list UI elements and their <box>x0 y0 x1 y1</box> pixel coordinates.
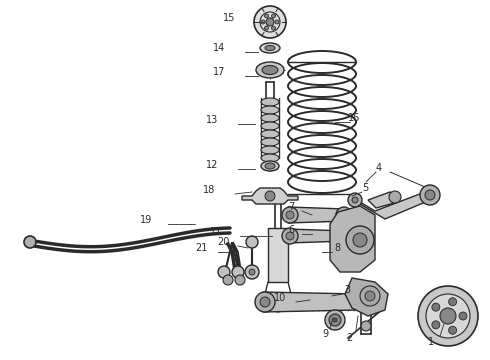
Circle shape <box>218 266 230 278</box>
Text: 9: 9 <box>322 329 328 339</box>
Polygon shape <box>242 188 298 204</box>
Ellipse shape <box>265 163 275 169</box>
Circle shape <box>340 211 348 219</box>
Ellipse shape <box>261 114 279 122</box>
Text: 7: 7 <box>288 202 294 212</box>
Circle shape <box>271 26 275 30</box>
Circle shape <box>266 18 274 26</box>
Circle shape <box>352 293 370 311</box>
Circle shape <box>440 308 456 324</box>
Text: 11: 11 <box>210 227 222 237</box>
Polygon shape <box>268 228 288 282</box>
Circle shape <box>329 314 341 326</box>
Text: 13: 13 <box>206 115 218 125</box>
Circle shape <box>348 193 362 207</box>
Circle shape <box>265 191 275 201</box>
Text: 6: 6 <box>288 225 294 235</box>
Circle shape <box>254 6 286 38</box>
Circle shape <box>365 291 375 301</box>
Circle shape <box>418 286 478 346</box>
Text: 15: 15 <box>222 13 235 23</box>
Polygon shape <box>350 192 435 219</box>
Circle shape <box>389 191 401 203</box>
Ellipse shape <box>262 66 278 75</box>
Circle shape <box>336 228 352 244</box>
Circle shape <box>346 226 374 254</box>
Ellipse shape <box>261 146 279 154</box>
Ellipse shape <box>261 98 279 106</box>
Circle shape <box>360 286 380 306</box>
Circle shape <box>449 326 457 334</box>
Ellipse shape <box>261 138 279 146</box>
Ellipse shape <box>265 45 275 50</box>
Circle shape <box>255 292 275 312</box>
Circle shape <box>325 310 345 330</box>
Text: 17: 17 <box>213 67 225 77</box>
Polygon shape <box>263 292 363 312</box>
Circle shape <box>275 20 279 24</box>
Polygon shape <box>368 192 400 208</box>
Circle shape <box>274 300 282 308</box>
Text: 10: 10 <box>274 293 286 303</box>
Circle shape <box>336 207 352 223</box>
Circle shape <box>353 233 367 247</box>
Circle shape <box>260 297 270 307</box>
Circle shape <box>432 303 440 311</box>
Polygon shape <box>340 244 364 260</box>
Text: 21: 21 <box>196 243 208 253</box>
Ellipse shape <box>261 130 279 138</box>
Circle shape <box>426 294 470 338</box>
Ellipse shape <box>260 43 280 53</box>
Circle shape <box>261 20 265 24</box>
Circle shape <box>357 298 365 306</box>
Circle shape <box>333 318 337 322</box>
Ellipse shape <box>256 62 284 78</box>
Circle shape <box>361 321 371 331</box>
Text: 12: 12 <box>206 160 218 170</box>
Circle shape <box>232 266 244 278</box>
Circle shape <box>235 275 245 285</box>
Circle shape <box>352 197 358 203</box>
Polygon shape <box>288 207 346 223</box>
Polygon shape <box>288 229 346 243</box>
Circle shape <box>432 321 440 329</box>
Ellipse shape <box>261 154 279 162</box>
Text: 19: 19 <box>140 215 152 225</box>
Circle shape <box>286 211 294 219</box>
Text: 8: 8 <box>334 243 340 253</box>
Polygon shape <box>345 278 388 316</box>
Ellipse shape <box>261 106 279 114</box>
Circle shape <box>459 312 467 320</box>
Circle shape <box>265 14 269 18</box>
Circle shape <box>340 232 348 240</box>
Text: 1: 1 <box>428 337 434 347</box>
Text: 5: 5 <box>362 183 368 193</box>
Circle shape <box>449 298 457 306</box>
Polygon shape <box>330 206 375 272</box>
Text: 3: 3 <box>344 285 350 295</box>
Circle shape <box>356 246 368 258</box>
Circle shape <box>249 269 255 275</box>
Circle shape <box>282 228 298 244</box>
Text: 16: 16 <box>348 113 360 123</box>
Circle shape <box>24 236 36 248</box>
Circle shape <box>271 14 275 18</box>
Circle shape <box>223 275 233 285</box>
Ellipse shape <box>261 122 279 130</box>
Text: 18: 18 <box>203 185 215 195</box>
Text: 14: 14 <box>213 43 225 53</box>
Circle shape <box>270 296 286 312</box>
Circle shape <box>265 26 269 30</box>
Ellipse shape <box>261 161 279 171</box>
Circle shape <box>245 265 259 279</box>
Circle shape <box>336 246 348 258</box>
Circle shape <box>420 185 440 205</box>
Text: 4: 4 <box>376 163 382 173</box>
Circle shape <box>282 207 298 223</box>
Text: 2: 2 <box>346 333 352 343</box>
Text: 20: 20 <box>218 237 230 247</box>
Circle shape <box>246 236 258 248</box>
Circle shape <box>425 190 435 200</box>
Circle shape <box>286 232 294 240</box>
